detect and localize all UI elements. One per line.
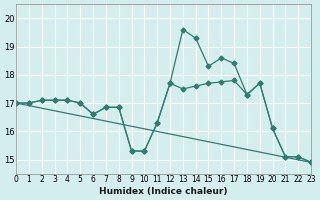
X-axis label: Humidex (Indice chaleur): Humidex (Indice chaleur) xyxy=(99,187,228,196)
